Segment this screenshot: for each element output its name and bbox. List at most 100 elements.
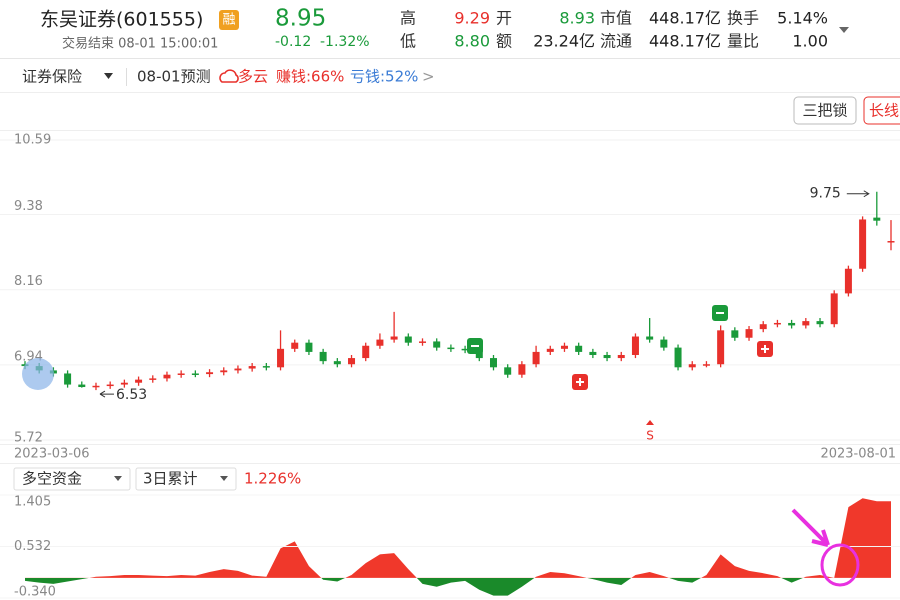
candle-body	[348, 358, 356, 365]
stat-label: 低	[400, 32, 416, 51]
button[interactable]: 长线	[869, 102, 899, 120]
candle-body	[277, 348, 285, 368]
badge: 融	[222, 13, 235, 28]
candle-body	[106, 384, 114, 387]
stat-label: 市值	[600, 9, 632, 28]
x-tick-label: 2023-03-06	[14, 447, 90, 462]
earn: 赚钱:66%	[276, 68, 344, 86]
signal-icon	[576, 378, 584, 386]
button-bg[interactable]	[793, 96, 857, 125]
candle-body	[844, 268, 852, 294]
candle-body	[717, 330, 725, 365]
candle-body	[646, 336, 654, 340]
candle-body	[475, 350, 483, 359]
candle-body	[319, 351, 327, 362]
y-tick-label: 0.532	[14, 539, 51, 554]
candle-body	[120, 382, 128, 385]
stat-label: 流通	[600, 32, 632, 51]
candle-body	[64, 373, 72, 385]
signal-icon	[761, 345, 769, 353]
select-bg[interactable]	[135, 467, 237, 491]
y-tick-label: 8.16	[14, 274, 43, 289]
x-tick-label: 2023-08-01	[820, 447, 896, 462]
y-tick-label: 1.405	[14, 495, 51, 510]
min-arrow	[99, 390, 114, 398]
select-bg[interactable]	[13, 467, 131, 491]
candle-body	[234, 368, 242, 371]
change-pct: -1.32%	[320, 34, 370, 50]
dropdown-icon	[104, 73, 113, 79]
button-bg[interactable]	[863, 96, 900, 125]
badge-bg	[219, 10, 239, 30]
stat-value: 9.29	[454, 9, 490, 28]
y-tick-label: 10.59	[14, 133, 51, 148]
candle-body	[788, 322, 796, 326]
candle-body	[660, 339, 668, 348]
divider	[0, 463, 900, 464]
stock-name: 东吴证券(601555)	[40, 9, 203, 31]
change: -0.12	[275, 34, 311, 50]
stat-value: 8.93	[559, 9, 595, 28]
candle-body	[617, 354, 625, 359]
candle-body	[575, 345, 583, 352]
stat-label: 开	[496, 9, 512, 28]
candle-body	[149, 378, 157, 380]
candle-body	[78, 384, 86, 388]
weather: 多云	[238, 68, 268, 86]
stat-label: 换手	[727, 9, 759, 28]
candle-body	[248, 366, 256, 369]
min-label: 6.53	[116, 387, 147, 403]
max-arrow	[846, 190, 870, 198]
candle-body	[163, 374, 171, 379]
y-tick-label: 5.72	[14, 431, 43, 446]
period[interactable]: 3日累计	[143, 470, 198, 488]
area-negative	[25, 578, 803, 596]
weather-icon	[219, 69, 239, 83]
candle-body	[731, 330, 739, 338]
candle-body	[262, 366, 270, 368]
candle-body	[447, 347, 455, 350]
candle-body	[390, 336, 398, 340]
indicator[interactable]: 多空资金	[22, 470, 82, 488]
candle-body	[376, 339, 384, 346]
dropdown-icon	[114, 476, 122, 481]
more[interactable]: >	[422, 68, 435, 86]
button[interactable]: 三把锁	[802, 102, 847, 120]
price: 8.95	[275, 6, 326, 32]
highlight-arrow	[791, 508, 830, 547]
sector[interactable]: 证券保险	[22, 68, 82, 86]
stat-label: 量比	[727, 32, 759, 51]
sell-arrow	[646, 420, 654, 425]
stat-value: 8.80	[454, 32, 490, 51]
candle-body	[702, 364, 710, 366]
candle-body	[631, 336, 639, 355]
divider	[0, 92, 900, 93]
candle-body	[333, 361, 341, 365]
chart-border	[0, 130, 900, 131]
candle-body	[518, 364, 526, 375]
candle-body	[546, 348, 554, 352]
candle-body	[589, 351, 597, 355]
candle-body	[191, 373, 199, 375]
candle-body	[830, 293, 838, 325]
expand-icon[interactable]	[839, 27, 849, 33]
forecast: 08-01预测	[137, 68, 211, 86]
sell-marker: S	[646, 429, 654, 443]
candle-body	[759, 324, 767, 330]
stat-value: 1.00	[792, 32, 828, 51]
stat-value: 5.14%	[777, 9, 828, 28]
candle-body	[177, 373, 185, 375]
candle-body	[802, 321, 810, 326]
candle-body	[873, 217, 881, 221]
signal-icon	[471, 345, 479, 347]
loss: 亏钱:52%	[350, 68, 418, 86]
candle-body	[745, 329, 753, 338]
cursor-dot[interactable]	[22, 358, 54, 390]
status: 交易结束 08-01 15:00:01	[62, 36, 218, 52]
candle-body	[859, 219, 867, 269]
divider	[126, 68, 127, 86]
candle-body	[220, 370, 228, 373]
